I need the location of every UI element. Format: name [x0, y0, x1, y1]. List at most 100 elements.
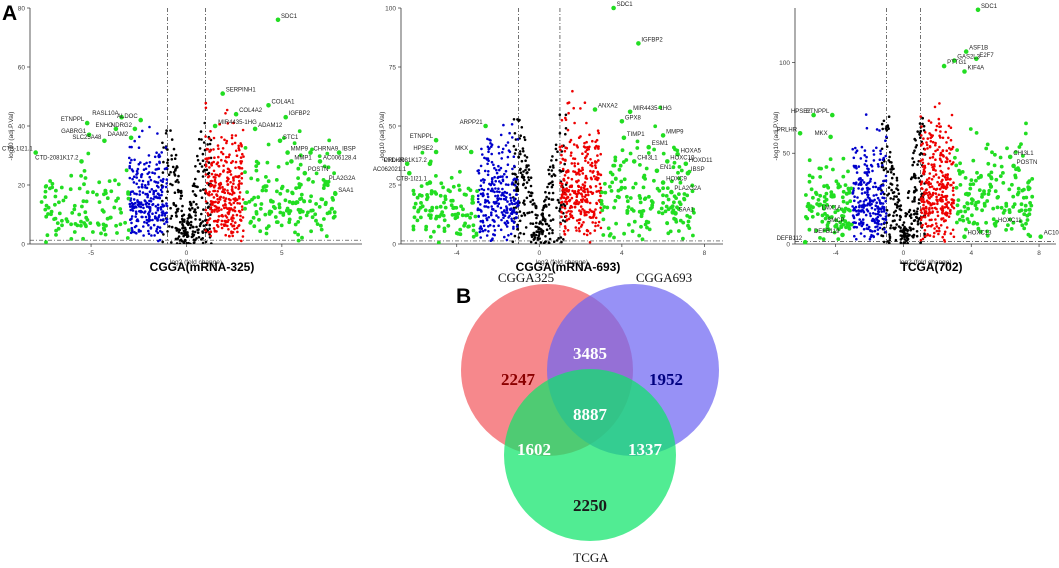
data-point: [264, 188, 268, 193]
data-point: [583, 141, 586, 145]
data-point: [442, 226, 447, 231]
data-point: [147, 212, 150, 215]
data-point: [886, 170, 890, 173]
data-point: [938, 157, 942, 160]
data-point: [519, 231, 522, 235]
data-point: [492, 163, 495, 167]
venn-set-label-cgga325: CGGA325: [498, 270, 554, 285]
data-point: [218, 122, 221, 126]
data-point: [324, 234, 329, 239]
data-point: [571, 89, 574, 93]
data-point: [912, 236, 915, 239]
data-point: [599, 194, 602, 198]
data-point: [956, 210, 961, 214]
data-point: [212, 148, 215, 151]
data-point: [217, 200, 221, 204]
data-point: [229, 181, 232, 184]
labeled-gene-point: [128, 135, 134, 141]
data-point: [608, 232, 613, 236]
data-point: [143, 199, 147, 202]
data-point: [192, 182, 196, 185]
data-point: [230, 187, 234, 191]
data-point: [900, 234, 904, 237]
data-point: [869, 180, 872, 183]
data-point: [872, 149, 875, 152]
data-point: [956, 198, 961, 203]
data-point: [233, 227, 236, 231]
data-point: [940, 186, 943, 189]
data-point: [677, 192, 681, 197]
data-point: [223, 203, 227, 206]
data-point: [456, 211, 461, 216]
data-point: [480, 227, 484, 230]
data-point: [256, 195, 261, 200]
data-point: [235, 213, 239, 217]
data-point: [565, 211, 568, 214]
data-point: [664, 194, 669, 198]
data-point: [922, 168, 926, 171]
data-point: [241, 235, 245, 238]
data-point: [509, 199, 513, 202]
data-point: [678, 180, 683, 185]
data-point: [494, 187, 497, 190]
data-point: [190, 235, 194, 239]
data-point: [486, 145, 490, 149]
data-point: [144, 215, 148, 219]
data-point: [77, 186, 82, 191]
data-point: [52, 217, 56, 222]
data-point: [594, 224, 597, 228]
data-point: [82, 221, 87, 225]
data-point: [955, 203, 960, 208]
data-point: [897, 225, 901, 228]
data-point: [128, 161, 132, 165]
venn-set-label-cgga693: CGGA693: [636, 270, 692, 285]
data-point: [232, 201, 236, 205]
data-point: [304, 213, 309, 218]
data-point: [1001, 181, 1006, 185]
data-point: [895, 179, 899, 182]
data-point: [825, 203, 829, 207]
data-point: [311, 180, 315, 184]
data-point: [170, 158, 174, 161]
data-point: [878, 207, 881, 210]
data-point: [874, 185, 878, 189]
labeled-gene-point: [433, 137, 439, 143]
labeled-gene-point: [646, 144, 651, 150]
data-point: [971, 221, 976, 226]
data-point: [1014, 150, 1018, 154]
data-point: [113, 178, 117, 183]
data-point: [514, 148, 518, 151]
data-point: [292, 141, 297, 146]
data-point: [490, 160, 494, 164]
data-point: [555, 158, 558, 162]
data-point: [141, 129, 144, 133]
data-point: [572, 157, 575, 160]
data-point: [538, 232, 541, 236]
data-point: [192, 225, 195, 229]
data-point: [564, 132, 567, 136]
data-point: [231, 224, 234, 228]
data-point: [176, 207, 180, 211]
data-point: [522, 170, 525, 173]
gene-label: LMX1A: [821, 205, 841, 211]
data-point: [77, 212, 82, 217]
data-point: [137, 230, 141, 233]
data-point: [875, 222, 879, 225]
data-point: [486, 162, 489, 166]
data-point: [133, 158, 136, 162]
data-point: [665, 221, 670, 226]
data-point: [477, 171, 481, 175]
data-point: [44, 203, 49, 208]
labeled-gene-point: [675, 152, 680, 157]
data-point: [148, 161, 152, 164]
data-point: [166, 148, 169, 151]
data-point: [909, 177, 913, 181]
data-point: [181, 218, 185, 222]
venn-count-only-tcga: 2250: [573, 496, 607, 515]
data-point: [945, 185, 949, 189]
data-point: [225, 216, 229, 219]
data-point: [225, 155, 228, 159]
data-point: [503, 191, 507, 194]
data-point: [525, 156, 529, 159]
